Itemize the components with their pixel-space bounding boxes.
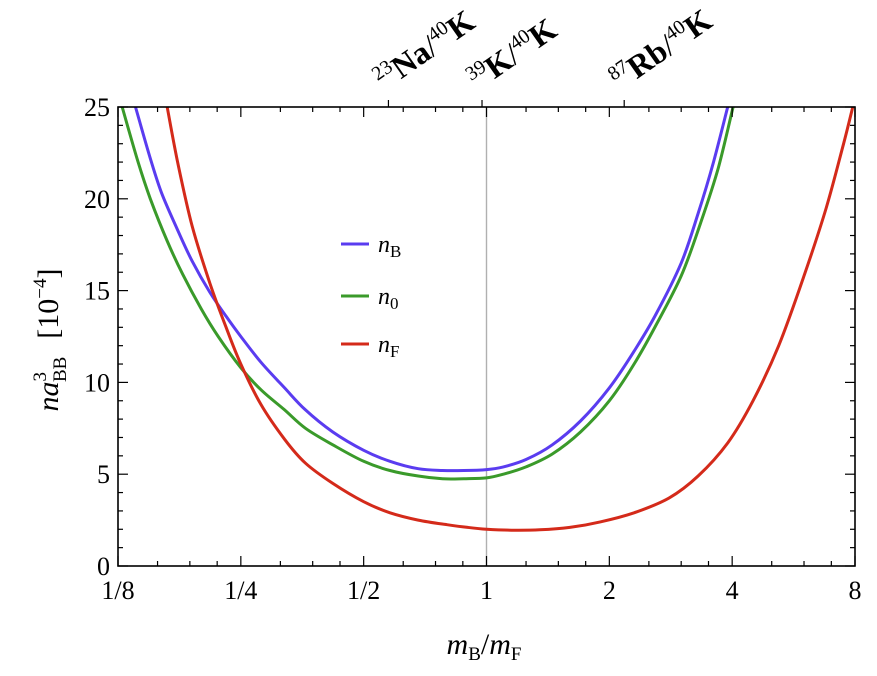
x-tick-label: 1/8 [101,576,134,605]
top-annotation-Rb: 87Rb/40K [604,1,719,96]
x-tick-label: 1/4 [224,576,257,605]
y-tick-label: 15 [84,277,110,306]
top-annotation-K: 39K/40K [461,11,563,97]
legend-label-n_0: n0 [378,284,399,313]
legend: nB n0 nF [341,232,401,361]
svg-text:87Rb/40K: 87Rb/40K [604,1,719,96]
x-tick-labels: 1/8 1/4 1/2 1 2 4 8 [101,576,861,605]
y-tick-label: 25 [84,93,110,122]
legend-label-n_F: nF [378,332,399,361]
x-tick-label: 8 [849,576,862,605]
x-tick-label: 4 [726,576,739,605]
y-tick-labels: 0 5 10 15 20 25 [84,93,110,581]
series-line-n_F [165,106,855,532]
y-tick-label: 0 [97,552,110,581]
top-annotation-Na: 23Na/40K [368,2,481,96]
svg-text:39K/40K: 39K/40K [461,11,563,97]
curves [120,106,855,532]
y-axis-label: na3BB[10−4] [30,268,71,411]
y-tick-label: 10 [84,368,110,397]
ticks [117,106,856,567]
x-tick-label: 2 [603,576,616,605]
y-tick-label: 20 [84,185,110,214]
x-axis-label: mB/mF [447,628,522,665]
series-line-n_B [134,106,730,473]
series-line-n_0 [120,106,735,481]
x-tick-label: 1/2 [347,576,380,605]
plot-area [117,106,856,567]
svg-text:23Na/40K: 23Na/40K [368,2,481,96]
x-tick-label: 1 [480,576,493,605]
legend-label-n_B: nB [378,232,401,261]
svg-text:na3BB[10−4]: na3BB[10−4] [30,268,71,411]
y-tick-label: 5 [97,460,110,489]
